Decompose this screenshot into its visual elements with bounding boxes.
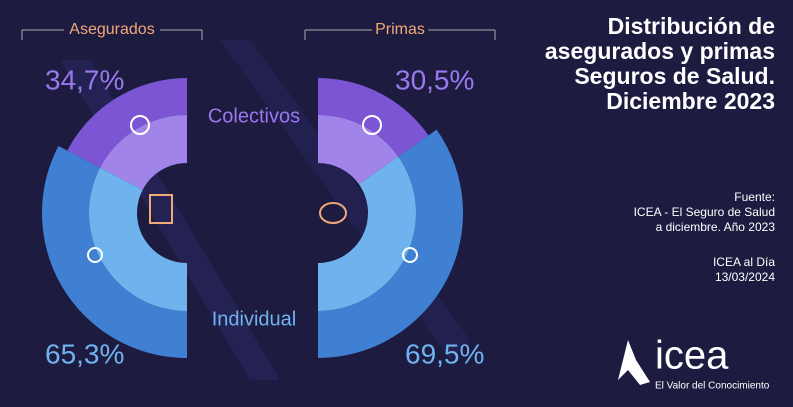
person-icon [87, 247, 103, 263]
segment-outer [318, 129, 463, 358]
segment-inner [88, 167, 187, 311]
publication: ICEA al Día 13/03/2024 [712, 255, 775, 284]
group-icon [362, 115, 382, 135]
source: Fuente: ICEA - El Seguro de Salud a dici… [633, 190, 775, 234]
segment-outer [67, 78, 187, 168]
segment-inner [100, 115, 187, 190]
segment-inner [318, 115, 399, 185]
segment-outer [318, 78, 429, 157]
value-label: 34,7% [45, 64, 124, 95]
person-icon [402, 247, 418, 263]
segment-outer [41, 145, 187, 358]
title: Distribución de asegurados y primas Segu… [544, 13, 775, 114]
category-label: Individual [212, 308, 297, 330]
group-icon [130, 115, 150, 135]
category-label: Colectivos [208, 105, 300, 127]
chart-title: Asegurados [69, 21, 154, 38]
document-icon [149, 194, 173, 224]
value-label: 69,5% [405, 338, 484, 369]
chart-title: Primas [375, 21, 425, 38]
segment-inner [318, 156, 416, 311]
value-label: 30,5% [395, 64, 474, 95]
coins-icon [319, 202, 347, 224]
value-label: 65,3% [45, 338, 124, 369]
